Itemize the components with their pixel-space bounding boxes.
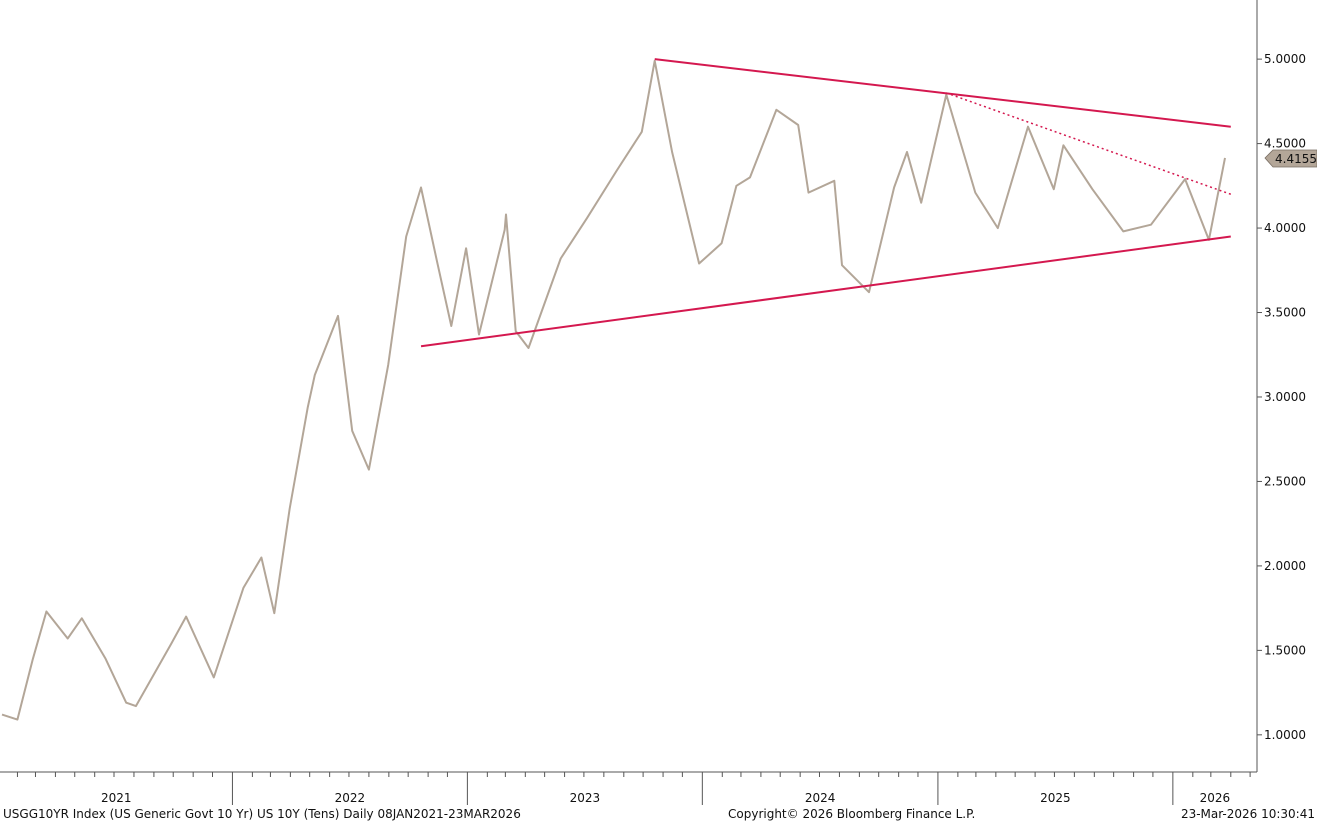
y-tick-label: 3.0000	[1264, 390, 1306, 404]
footer-copyright: Copyright© 2026 Bloomberg Finance L.P.	[728, 807, 975, 821]
x-tick-label: 2024	[805, 791, 836, 805]
dotted-trendline	[946, 92, 1232, 195]
y-tick-label: 3.5000	[1264, 306, 1306, 320]
y-tick-label: 2.0000	[1264, 559, 1306, 573]
y-tick-label: 1.5000	[1264, 643, 1306, 657]
x-tick-label: 2026	[1200, 791, 1231, 805]
last-value-label: 4.4155	[1275, 152, 1317, 166]
y-tick-label: 5.0000	[1264, 52, 1306, 66]
series-line	[1, 59, 1226, 721]
trendline	[420, 235, 1231, 348]
trendline	[654, 58, 1231, 128]
y-axis: 1.0000 1.5000 2.0000 2.5000 3.0000 3.5000 4.00…	[1257, 52, 1306, 742]
x-tick-label: 2021	[101, 791, 132, 805]
x-tick-label: 2022	[335, 791, 366, 805]
plot-area	[1, 58, 1232, 721]
x-axis: 2021 2022 2023 2024 2025 2026	[16, 772, 1251, 805]
last-value-marker: 4.4155	[1264, 149, 1317, 168]
y-tick-label: 4.5000	[1264, 137, 1306, 151]
x-tick-label: 2023	[570, 791, 601, 805]
x-tick-label: 2025	[1040, 791, 1071, 805]
last-value-box	[1264, 149, 1317, 168]
footer-description: USGG10YR Index (US Generic Govt 10 Yr) U…	[3, 807, 521, 821]
y-tick-label: 2.5000	[1264, 474, 1306, 488]
y-tick-label: 4.0000	[1264, 221, 1306, 235]
footer-timestamp: 23-Mar-2026 10:30:41	[1181, 807, 1315, 821]
y-tick-label: 1.0000	[1264, 728, 1306, 742]
